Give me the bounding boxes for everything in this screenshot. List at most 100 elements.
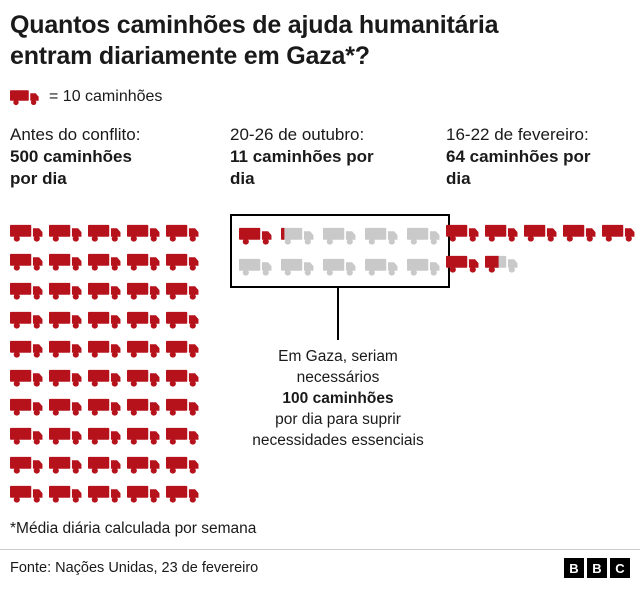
truck-icon: [49, 367, 83, 388]
column-before-conflict: Antes do conflito: 500 caminhões por dia: [10, 124, 230, 504]
truck-icon: [323, 256, 357, 277]
truck-icon: [127, 425, 161, 446]
truck-icon: [127, 222, 161, 243]
truck-icon: [166, 251, 200, 272]
truck-icon: [88, 251, 122, 272]
truck-icon: [166, 222, 200, 243]
truck-icon: [88, 483, 122, 504]
truck-icon: [10, 338, 44, 359]
truck-icon: [127, 483, 161, 504]
truck-icon: [166, 309, 200, 330]
truck-icon: [166, 367, 200, 388]
truck-icon: [127, 309, 161, 330]
bbc-logo: B B C: [564, 558, 630, 578]
truck-icon: [166, 425, 200, 446]
chart-columns: Antes do conflito: 500 caminhões por dia…: [0, 124, 640, 504]
truck-icon: [10, 280, 44, 301]
truck-icon: [49, 396, 83, 417]
value-label-2: dia: [230, 169, 255, 188]
truck-icon: [49, 454, 83, 475]
truck-icon: [323, 225, 357, 246]
truck-icon: [239, 225, 273, 246]
truck-icon: [49, 338, 83, 359]
column-october: 20-26 de outubro: 11 caminhões por dia E…: [230, 124, 450, 504]
period-label: Antes do conflito:: [10, 125, 141, 144]
truck-icon: [49, 425, 83, 446]
legend-label: = 10 caminhões: [49, 88, 163, 105]
truck-icon: [365, 256, 399, 277]
bbc-logo-letter: C: [610, 558, 630, 578]
value-label: 500 caminhões: [10, 147, 132, 166]
annotation-line: necessidades essenciais: [252, 432, 424, 449]
truck-icon: [485, 222, 519, 243]
chart-title: Quantos caminhões de ajuda humanitária e…: [10, 11, 499, 70]
annotation-line: necessários: [296, 369, 380, 386]
truck-icon: [407, 256, 441, 277]
truck-icon: [446, 253, 480, 274]
needed-trucks-box: [230, 214, 450, 288]
truck-icon: [127, 338, 161, 359]
truck-icon: [10, 88, 40, 106]
truck-icon: [127, 251, 161, 272]
legend: = 10 caminhões: [10, 88, 640, 106]
value-label-2: dia: [446, 169, 471, 188]
truck-icon: [127, 280, 161, 301]
truck-icon: [88, 454, 122, 475]
bbc-logo-letter: B: [587, 558, 607, 578]
truck-icon: [88, 222, 122, 243]
truck-icon: [88, 280, 122, 301]
truck-icon: [446, 222, 480, 243]
truck-icon: [166, 396, 200, 417]
truck-icon: [49, 280, 83, 301]
period-label: 20-26 de outubro:: [230, 125, 365, 144]
annotation: Em Gaza, seriam necessários 100 caminhõe…: [230, 346, 446, 451]
truck-icon: [10, 367, 44, 388]
truck-icon: [602, 222, 636, 243]
truck-icon: [485, 253, 519, 274]
column-header: 16-22 de fevereiro: 64 caminhões por dia: [446, 124, 640, 190]
truck-icon: [407, 225, 441, 246]
truck-icon: [166, 483, 200, 504]
truck-icon: [49, 309, 83, 330]
truck-icon: [166, 280, 200, 301]
truck-icon: [10, 309, 44, 330]
annotation-connector-line: [337, 288, 339, 340]
truck-icon: [88, 367, 122, 388]
truck-icon: [365, 225, 399, 246]
truck-grid-before-conflict: [10, 222, 202, 504]
bbc-logo-letter: B: [564, 558, 584, 578]
truck-icon: [88, 338, 122, 359]
truck-grid-october: [239, 225, 441, 277]
truck-icon: [10, 251, 44, 272]
truck-icon: [127, 396, 161, 417]
truck-icon: [10, 425, 44, 446]
source-row: Fonte: Nações Unidas, 23 de fevereiro B …: [0, 550, 640, 578]
truck-grid-february: [446, 222, 636, 274]
column-header: 20-26 de outubro: 11 caminhões por dia: [230, 124, 446, 190]
truck-icon: [88, 425, 122, 446]
truck-icon: [49, 483, 83, 504]
truck-icon: [10, 396, 44, 417]
value-label: 11 caminhões por: [230, 147, 374, 166]
truck-icon: [88, 396, 122, 417]
truck-icon: [49, 222, 83, 243]
value-label-2: por dia: [10, 169, 67, 188]
truck-icon: [166, 454, 200, 475]
truck-icon: [10, 454, 44, 475]
column-header: Antes do conflito: 500 caminhões por dia: [10, 124, 230, 190]
truck-icon: [524, 222, 558, 243]
source-text: Fonte: Nações Unidas, 23 de fevereiro: [10, 560, 259, 576]
column-february: 16-22 de fevereiro: 64 caminhões por dia: [446, 124, 640, 504]
truck-icon: [127, 454, 161, 475]
truck-icon: [281, 256, 315, 277]
footnote: *Média diária calculada por semana: [10, 520, 257, 537]
divider-line: [0, 549, 640, 550]
truck-icon: [239, 256, 273, 277]
truck-icon: [88, 309, 122, 330]
annotation-line: Em Gaza, seriam: [278, 348, 398, 365]
annotation-line: por dia para suprir: [275, 411, 401, 428]
annotation-bold-value: 100 caminhões: [282, 390, 394, 407]
truck-icon: [10, 222, 44, 243]
truck-icon: [10, 483, 44, 504]
